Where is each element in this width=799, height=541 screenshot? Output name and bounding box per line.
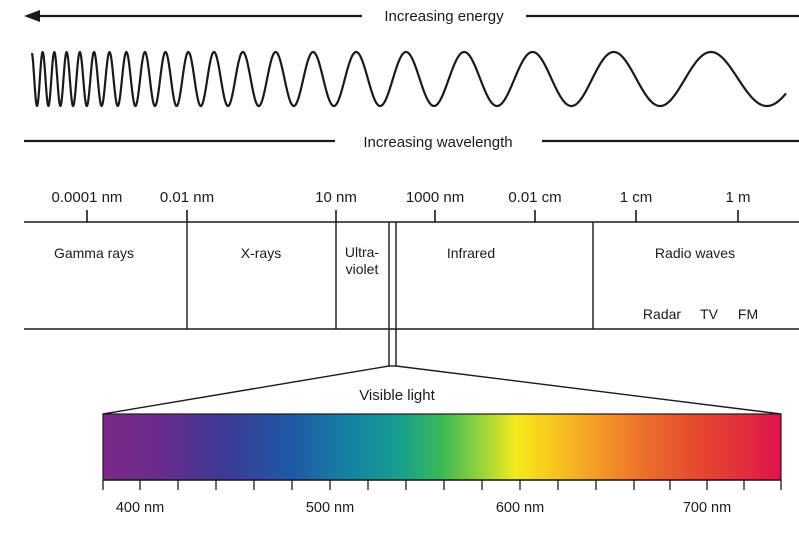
energy-arrow: Increasing energy: [24, 8, 799, 25]
spectrum-bands: Gamma rays X-rays Ultra- violet Infrared…: [24, 221, 799, 366]
visible-minor-ticks: [102, 480, 782, 490]
band-radio-radar-label: Radar: [643, 306, 681, 322]
band-xray-label: X-rays: [241, 245, 281, 261]
visible-tick-label-600: 600 nm: [496, 500, 544, 516]
scale-tick-label-5: 1 cm: [620, 189, 653, 206]
band-radio-label: Radio waves: [655, 245, 735, 261]
scale-tick-label-1: 0.01 nm: [160, 189, 214, 206]
scale-tick-label-3: 1000 nm: [406, 189, 464, 206]
visible-tick-label-700: 700 nm: [683, 500, 731, 516]
energy-label: Increasing energy: [384, 8, 504, 25]
visible-light-label: Visible light: [359, 387, 435, 404]
band-infrared-label: Infrared: [447, 245, 495, 261]
visible-scale: 400 nm 500 nm 600 nm 700 nm: [102, 479, 782, 516]
zoom-line-right: [395, 365, 782, 415]
scale-tick-label-2: 10 nm: [315, 189, 357, 206]
zoom-line-left: [102, 365, 390, 415]
wave-curve: [30, 50, 787, 108]
band-radio-tv-label: TV: [700, 306, 719, 322]
band-gamma-label: Gamma rays: [54, 245, 134, 261]
visible-tick-label-400: 400 nm: [116, 500, 164, 516]
scale-tick-label-0: 0.0001 nm: [52, 189, 123, 206]
visible-spectrum-bar: [102, 413, 782, 481]
scale-tick-label-4: 0.01 cm: [508, 189, 561, 206]
wavelength-line: Increasing wavelength: [24, 134, 799, 151]
band-uv-label-line2: violet: [346, 261, 379, 277]
band-radio-fm-label: FM: [738, 306, 758, 322]
wavelength-label: Increasing wavelength: [363, 134, 512, 151]
arrow-left-icon: [24, 10, 40, 22]
wavelength-scale: 0.0001 nm 0.01 nm 10 nm 1000 nm 0.01 cm …: [52, 189, 751, 222]
scale-tick-label-6: 1 m: [725, 189, 750, 206]
visible-zoom-lines: [102, 365, 782, 415]
band-uv-label-line1: Ultra-: [345, 244, 380, 260]
visible-tick-label-500: 500 nm: [306, 500, 354, 516]
